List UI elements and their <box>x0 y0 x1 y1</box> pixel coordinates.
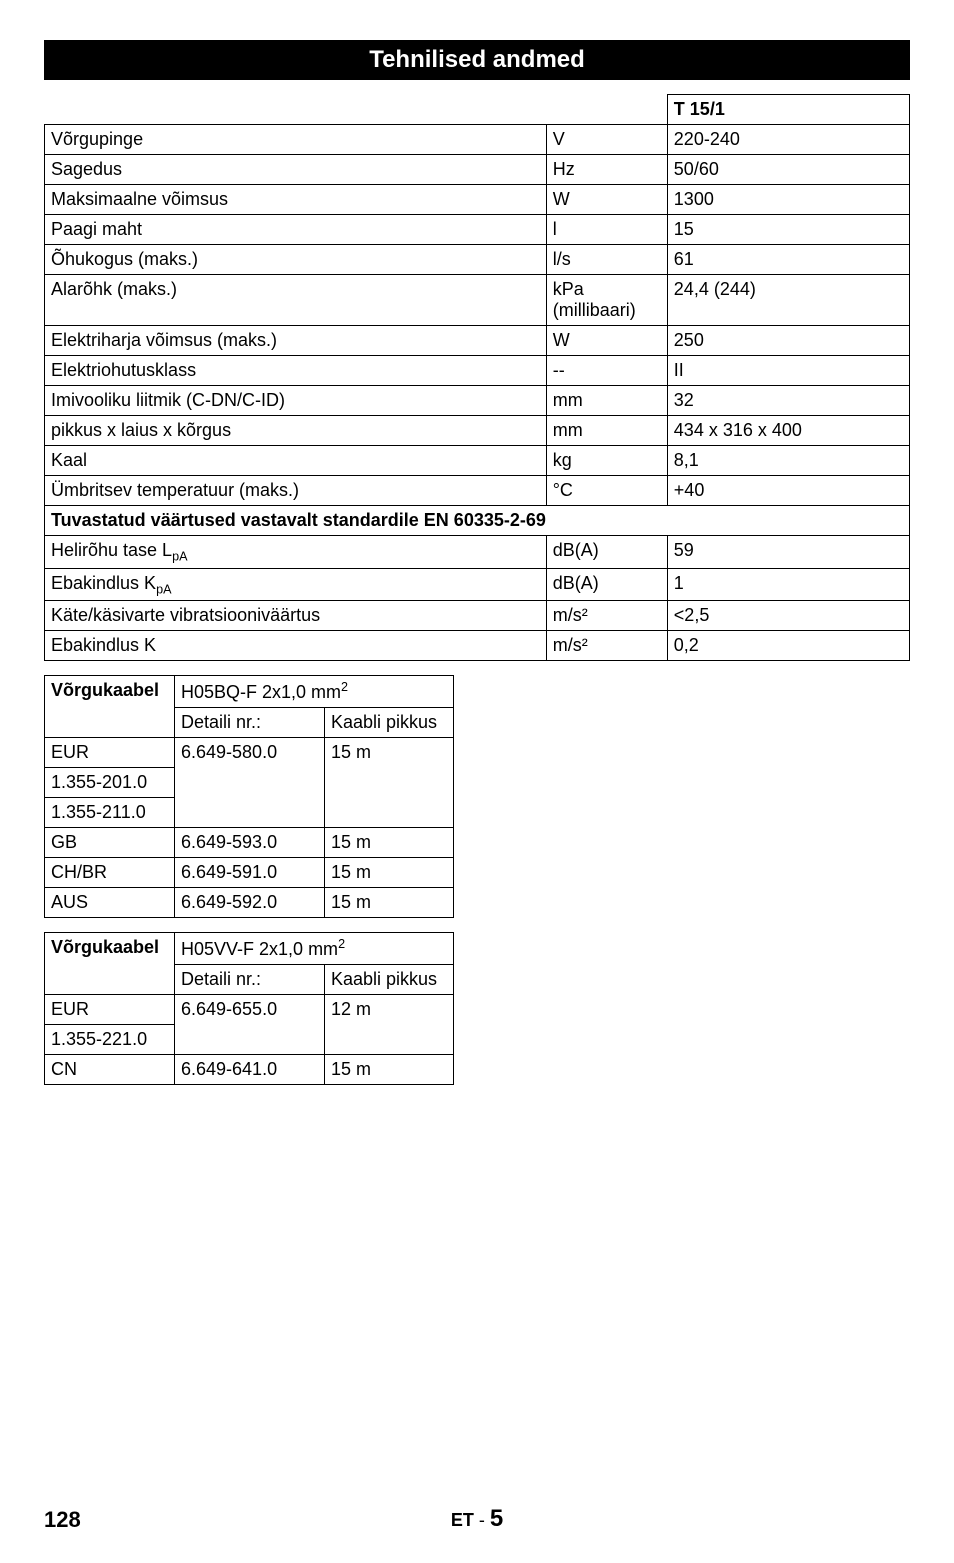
specs-header-row: T 15/1 <box>45 95 910 125</box>
cable-table-1: Võrgukaabel H05BQ-F 2x1,0 mm2 Detaili nr… <box>44 675 454 918</box>
specs-table: T 15/1 Võrgupinge V 220-240 Sagedus Hz 5… <box>44 94 910 661</box>
table-row: Ümbritsev temperatuur (maks.) °C +40 <box>45 476 910 506</box>
col-detail: Detaili nr.: <box>175 965 325 995</box>
param: Võrgupinge <box>45 125 547 155</box>
cable-type: H05BQ-F 2x1,0 mm2 <box>175 676 454 708</box>
table-row: Käte/käsivarte vibratsiooniväärtus m/s² … <box>45 601 910 631</box>
table-row: 1.355-221.0 <box>45 1025 454 1055</box>
table-row: Õhukogus (maks.) l/s 61 <box>45 245 910 275</box>
table-row: Kaal kg 8,1 <box>45 446 910 476</box>
value: 220-240 <box>667 125 909 155</box>
page-footer: 128 ET - 5 <box>44 1505 910 1533</box>
section-heading: Tuvastatud väärtused vastavalt standardi… <box>45 506 910 536</box>
footer-sep: - <box>474 1510 490 1530</box>
param: Helirõhu tase LpA <box>45 536 547 569</box>
footer-page-num: 5 <box>490 1505 503 1532</box>
table-row: EUR 6.649-655.0 12 m <box>45 995 454 1025</box>
table-row: Võrgupinge V 220-240 <box>45 125 910 155</box>
model-header: T 15/1 <box>667 95 909 125</box>
table-row: Imivooliku liitmik (C-DN/C-ID) mm 32 <box>45 386 910 416</box>
cable-label: Võrgukaabel <box>45 676 175 708</box>
footer-lang: ET <box>451 1510 474 1530</box>
cable-label: Võrgukaabel <box>45 933 175 965</box>
col-detail: Detaili nr.: <box>175 708 325 738</box>
table-row: Elektriharja võimsus (maks.) W 250 <box>45 326 910 356</box>
table-row: Helirõhu tase LpA dB(A) 59 <box>45 536 910 569</box>
cable-table-2: Võrgukaabel H05VV-F 2x1,0 mm2 Detaili nr… <box>44 932 454 1085</box>
table-row: Maksimaalne võimsus W 1300 <box>45 185 910 215</box>
table-row: GB 6.649-593.0 15 m <box>45 828 454 858</box>
table-row: 1.355-201.0 <box>45 768 454 798</box>
page-title: Tehnilised andmed <box>44 40 910 80</box>
table-row: Paagi maht l 15 <box>45 215 910 245</box>
col-length: Kaabli pikkus <box>325 708 454 738</box>
table-row: CN 6.649-641.0 15 m <box>45 1055 454 1085</box>
table-row: AUS 6.649-592.0 15 m <box>45 888 454 918</box>
cable-type: H05VV-F 2x1,0 mm2 <box>175 933 454 965</box>
section-row: Tuvastatud väärtused vastavalt standardi… <box>45 506 910 536</box>
table-row: pikkus x laius x kõrgus mm 434 x 316 x 4… <box>45 416 910 446</box>
table-row: Ebakindlus K m/s² 0,2 <box>45 631 910 661</box>
table-row: 1.355-211.0 <box>45 798 454 828</box>
table-row: Alarõhk (maks.) kPa (millibaari) 24,4 (2… <box>45 275 910 326</box>
table-row: Elektriohutusklass -- II <box>45 356 910 386</box>
col-length: Kaabli pikkus <box>325 965 454 995</box>
table-row: EUR 6.649-580.0 15 m <box>45 738 454 768</box>
table-row: Ebakindlus KpA dB(A) 1 <box>45 568 910 601</box>
table-row: CH/BR 6.649-591.0 15 m <box>45 858 454 888</box>
unit: V <box>546 125 667 155</box>
table-row: Sagedus Hz 50/60 <box>45 155 910 185</box>
page-number-left: 128 <box>44 1507 81 1533</box>
